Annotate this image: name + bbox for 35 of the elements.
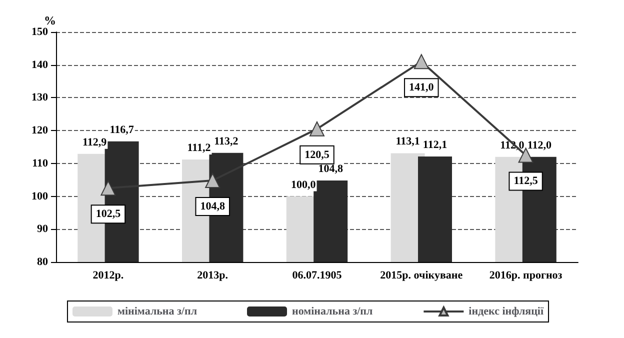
data-label: 116,7 [110,124,134,136]
y-tick-label: 110 [32,157,48,170]
legend-label: мінімальна з/пл [117,306,198,318]
point [414,54,429,70]
y-axis-title: % [44,14,56,28]
data-label: 113,2 [214,135,239,148]
point [100,180,116,196]
data-label: 112,1 [422,139,448,152]
y-tick-label: 140 [32,58,48,71]
data-label: 104,8 [200,200,226,213]
data-label: 112,5 [514,175,538,188]
point [205,173,220,188]
data-label: 100,0 [291,178,316,191]
y-tick-label: 90 [37,223,48,236]
data-label: 112,9 [82,136,108,148]
x-tick-label: 2013р. [197,270,228,282]
point [310,121,324,136]
data-label: 120,5 [304,148,330,161]
data-label: 104,8 [318,163,344,176]
data-label: 113,1 [396,136,420,148]
data-label: 141,0 [409,82,434,94]
x-tick-label: 06.07.1905 [292,270,342,282]
legend-label: номінальна з/пл [292,306,373,318]
data-label: 112,0 [527,139,552,152]
y-tick-label: 80 [37,256,48,268]
y-tick-label: 130 [32,92,48,104]
data-label: 111,2 [187,142,212,154]
x-tick-label: 2016р. прогноз [489,270,563,282]
data-label: 102,5 [96,208,122,220]
x-tick-label: 2012р. [92,270,124,282]
y-tick-label: 100 [32,190,48,202]
x-tick-label: 2015р. очікуване [380,270,463,282]
y-tick-label: 150 [32,26,48,38]
y-tick-label: 120 [32,124,48,137]
legend-label: індекс інфляції [468,306,544,318]
